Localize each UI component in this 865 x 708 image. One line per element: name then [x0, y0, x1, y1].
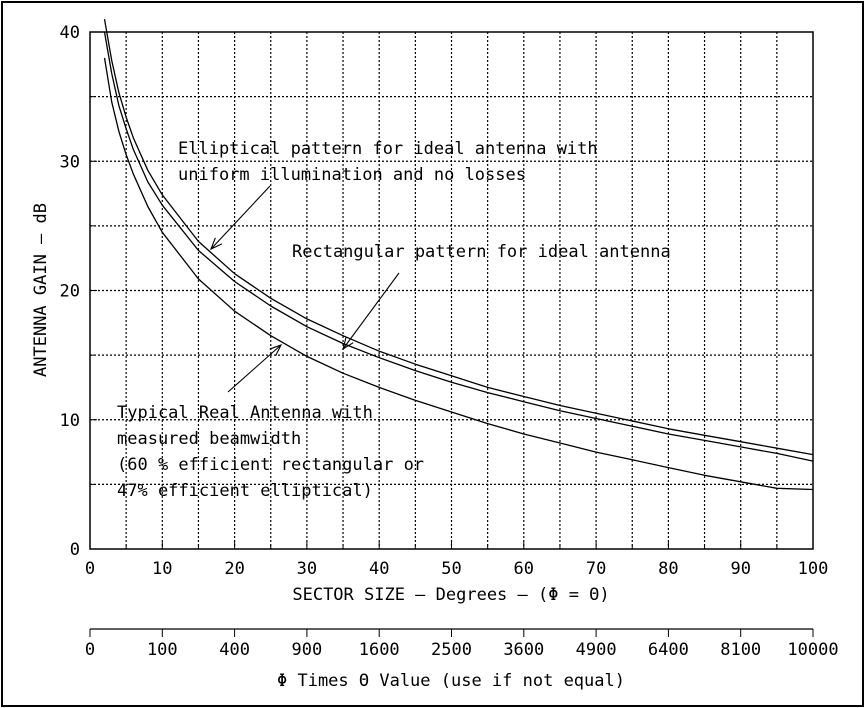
annotation-elliptical: Elliptical pattern for ideal antenna wit… — [178, 139, 598, 185]
secondary-tick-label: 900 — [292, 640, 323, 660]
secondary-tick-label: 4900 — [576, 640, 617, 660]
secondary-tick-label: 0 — [85, 640, 95, 660]
x-tick-label: 60 — [514, 559, 534, 579]
arrow-head — [269, 344, 283, 356]
x-tick-label: 80 — [658, 559, 678, 579]
tick-labels: 0 10 20 30 40 50 60 70 80 90 100 0 10 20 30 40 — [60, 23, 829, 579]
y-tick-label: 10 — [60, 411, 80, 431]
annotation-arrow — [209, 185, 271, 251]
secondary-axis: 0 100 400 900 1600 2500 3600 4900 6400 8100 10000 … — [85, 628, 839, 691]
annotation-arrow — [227, 344, 283, 393]
x-tick-label: 70 — [586, 559, 606, 579]
arrow-head — [342, 337, 354, 351]
y-tick-label: 30 — [60, 152, 80, 172]
series-line-2 — [103, 31, 814, 462]
annotation-line: Rectangular pattern for ideal antenna — [292, 242, 671, 262]
x-tick-label: 0 — [85, 559, 95, 579]
y-tick-label: 20 — [60, 282, 80, 302]
x-tick-label: 40 — [369, 559, 389, 579]
annotation-typical-real: Typical Real Antenna with measured beamw… — [117, 403, 424, 501]
annotation-line: Typical Real Antenna with — [117, 403, 373, 423]
secondary-tick-label: 2500 — [431, 640, 472, 660]
x-tick-label: 10 — [152, 559, 172, 579]
secondary-tick-label: 400 — [219, 640, 250, 660]
secondary-tick-label: 100 — [147, 640, 178, 660]
series-line-3 — [103, 57, 814, 491]
arrow-shaft — [227, 344, 282, 393]
x-tick-label: 100 — [798, 559, 829, 579]
y-axis-label: ANTENNA GAIN – dB — [31, 203, 51, 377]
x-axis-label: SECTOR SIZE – Degrees – (Φ = Θ) — [292, 585, 609, 605]
annotation-rectangular: Rectangular pattern for ideal antenna — [292, 242, 671, 262]
annotation-line: measured beamwidth — [117, 429, 301, 449]
secondary-tick-label: 1600 — [359, 640, 400, 660]
secondary-axis-ticks: 0 100 400 900 1600 2500 3600 4900 6400 8100 10000 — [85, 629, 839, 660]
annotation-line: 47% efficient elliptical) — [117, 481, 373, 501]
annotation-arrow — [342, 272, 400, 351]
x-tick-label: 20 — [224, 559, 244, 579]
secondary-tick-label: 8100 — [720, 640, 761, 660]
arrow-shaft — [210, 185, 271, 250]
arrow-shaft — [342, 272, 400, 350]
x-tick-label: 90 — [730, 559, 750, 579]
series-curves — [103, 18, 814, 491]
secondary-axis-label: Φ Times Θ Value (use if not equal) — [277, 671, 625, 691]
grid-lines — [90, 32, 813, 549]
y-tick-label: 40 — [60, 23, 80, 43]
x-tick-label: 30 — [297, 559, 317, 579]
annotation-arrows — [209, 185, 400, 393]
axis-ticks — [89, 31, 814, 550]
secondary-tick-label: 6400 — [648, 640, 689, 660]
x-tick-label: 50 — [441, 559, 461, 579]
series-line-1 — [103, 18, 814, 456]
annotation-line: Elliptical pattern for ideal antenna wit… — [178, 139, 598, 159]
y-tick-label: 0 — [70, 540, 80, 560]
annotation-line: uniform illumination and no losses — [178, 165, 526, 185]
secondary-tick-label: 3600 — [503, 640, 544, 660]
secondary-tick-label: 10000 — [787, 640, 838, 660]
annotation-line: (60 % efficient rectangular or — [117, 455, 424, 475]
arrow-head — [209, 237, 223, 251]
